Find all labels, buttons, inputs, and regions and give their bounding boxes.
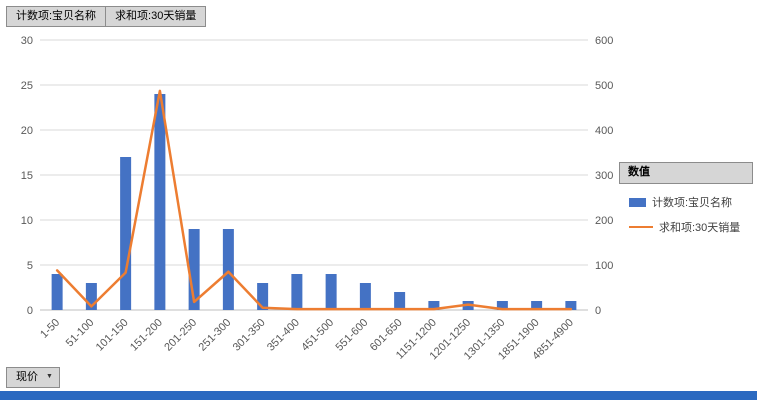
svg-text:351-400: 351-400 (265, 317, 302, 354)
svg-text:10: 10 (21, 215, 33, 227)
svg-text:251-300: 251-300 (196, 317, 233, 354)
svg-text:200: 200 (595, 215, 613, 227)
legend-items: 计数项:宝贝名称 求和项:30天销量 (619, 184, 753, 235)
svg-text:100: 100 (595, 260, 613, 272)
svg-text:600: 600 (595, 35, 613, 47)
svg-text:5: 5 (27, 260, 33, 272)
svg-text:1-50: 1-50 (38, 317, 62, 341)
chevron-down-icon: ▼ (46, 373, 53, 380)
legend-item-label: 计数项:宝贝名称 (652, 197, 733, 209)
legend-item-label: 求和项:30天销量 (659, 222, 741, 234)
bar-series-swatch-icon (629, 197, 646, 207)
axis-field-filter-button[interactable]: 现价 ▼ (6, 367, 60, 388)
svg-text:500: 500 (595, 80, 613, 92)
pivot-field-buttons: 计数项:宝贝名称 求和项:30天销量 (6, 6, 207, 27)
svg-text:301-350: 301-350 (231, 317, 268, 354)
legend-field-button[interactable]: 数值 (619, 162, 753, 184)
svg-text:400: 400 (595, 125, 613, 137)
pivot-field-button-sum[interactable]: 求和项:30天销量 (106, 6, 207, 27)
svg-text:30: 30 (21, 35, 33, 47)
svg-text:101-150: 101-150 (94, 317, 131, 354)
svg-text:151-200: 151-200 (128, 317, 165, 354)
svg-text:0: 0 (27, 305, 33, 317)
svg-text:0: 0 (595, 305, 601, 317)
line-series-swatch-icon (629, 225, 653, 229)
svg-text:51-100: 51-100 (64, 317, 97, 350)
svg-text:201-250: 201-250 (162, 317, 199, 354)
legend: 数值 计数项:宝贝名称 求和项:30天销量 (619, 162, 753, 244)
svg-text:451-500: 451-500 (299, 317, 336, 354)
legend-item-line-series[interactable]: 求和项:30天销量 (629, 219, 753, 235)
bottom-blue-bar (0, 391, 757, 400)
svg-text:551-600: 551-600 (333, 317, 370, 354)
svg-text:15: 15 (21, 170, 33, 182)
svg-text:25: 25 (21, 80, 33, 92)
svg-text:20: 20 (21, 125, 33, 137)
legend-item-bar-series[interactable]: 计数项:宝贝名称 (629, 194, 753, 210)
axis-field-filter-label: 现价 (16, 371, 38, 383)
svg-text:300: 300 (595, 170, 613, 182)
pivot-field-button-count[interactable]: 计数项:宝贝名称 (6, 6, 107, 27)
